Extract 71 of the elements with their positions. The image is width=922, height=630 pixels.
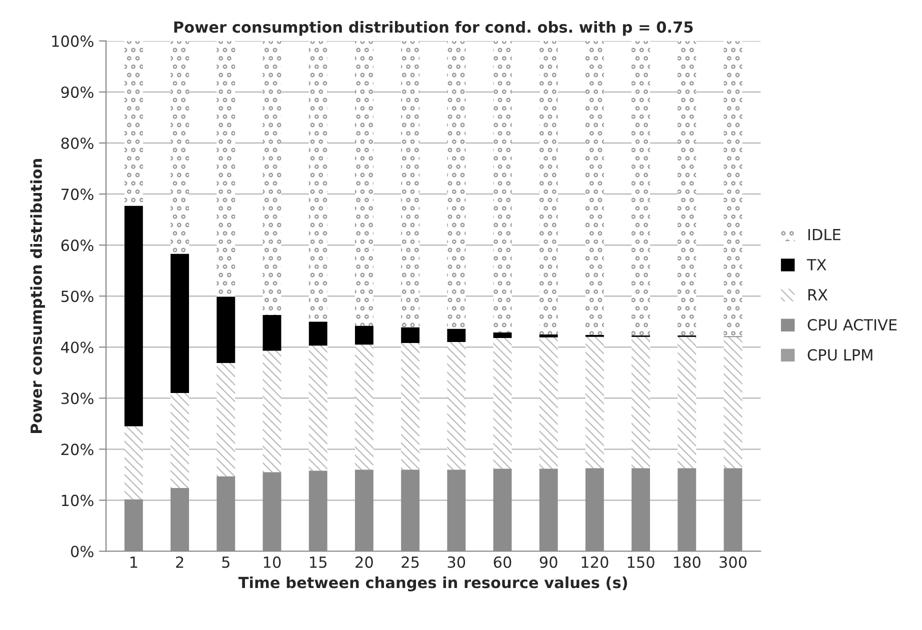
x-tick-label: 180 — [674, 556, 700, 568]
bar — [308, 346, 328, 471]
y-tick-label: 80% — [61, 137, 94, 150]
bar — [678, 336, 696, 468]
y-tick-label: 70% — [62, 188, 94, 200]
bar — [401, 327, 420, 344]
bar — [539, 334, 558, 338]
bar — [170, 393, 190, 488]
bar — [632, 336, 650, 468]
y-tick-label: 40% — [61, 342, 94, 354]
x-tick-label: 15 — [310, 556, 326, 568]
bar — [632, 40, 650, 336]
chart-title: Power consumption distribution for cond. obs. with p = 0.75 — [174, 21, 693, 36]
x-tick-label: 120 — [582, 556, 608, 568]
y-tick-label: 50% — [61, 290, 94, 302]
x-tick-label: 90 — [540, 556, 558, 568]
x-tick-label: 30 — [448, 556, 466, 568]
bar — [724, 40, 742, 336]
bar — [262, 350, 282, 472]
legend-label: CPU ACTIVE — [808, 319, 897, 331]
bar — [308, 40, 328, 322]
x-axis-title: Time between changes in resource values (s) — [238, 576, 628, 592]
bar — [124, 40, 143, 206]
bar — [401, 40, 420, 328]
y-tick-label: 0% — [70, 546, 94, 558]
x-tick-label: 10 — [264, 556, 281, 568]
y-tick-label: 90% — [61, 86, 94, 98]
bar — [170, 40, 190, 254]
y-tick-label: 20% — [61, 444, 94, 456]
bar — [447, 328, 466, 342]
bar — [447, 40, 466, 329]
bar — [216, 40, 236, 297]
bar — [262, 40, 282, 315]
x-tick-label: 25 — [402, 556, 419, 568]
bar — [124, 206, 143, 426]
x-tick-label: 5 — [222, 556, 230, 568]
x-tick-label: 150 — [628, 556, 654, 568]
bar — [585, 40, 604, 335]
bar — [493, 40, 512, 332]
bar — [216, 362, 236, 476]
bar — [493, 338, 512, 469]
bar — [724, 336, 742, 468]
y-tick-label: 10% — [62, 494, 94, 506]
y-axis-title: Power consumption distribution — [30, 159, 45, 433]
bar — [124, 426, 143, 500]
bar — [262, 314, 282, 351]
bar — [447, 342, 466, 470]
bar — [678, 40, 696, 336]
y-tick-label: 30% — [61, 392, 94, 404]
x-tick-label: 2 — [176, 556, 184, 568]
bar — [170, 254, 190, 394]
bar — [354, 344, 374, 470]
bar — [493, 332, 512, 338]
x-tick-label: 300 — [720, 556, 747, 568]
bar — [585, 336, 604, 468]
bar — [216, 296, 236, 363]
legend-label: TX — [806, 259, 826, 270]
y-tick-label: 100% — [52, 35, 94, 47]
bar — [539, 40, 558, 334]
x-tick-label: 20 — [356, 556, 373, 568]
bar — [354, 326, 374, 345]
bar — [354, 40, 374, 326]
x-tick-label: 60 — [494, 556, 512, 568]
bar — [401, 343, 420, 470]
bar — [308, 322, 328, 346]
legend-label: CPU LPM — [808, 349, 872, 361]
y-tick-label: 60% — [61, 240, 94, 252]
legend-label: RX — [808, 289, 828, 300]
legend-label: IDLE — [808, 229, 840, 240]
x-tick-label: 1 — [130, 556, 138, 568]
bar — [539, 337, 558, 469]
